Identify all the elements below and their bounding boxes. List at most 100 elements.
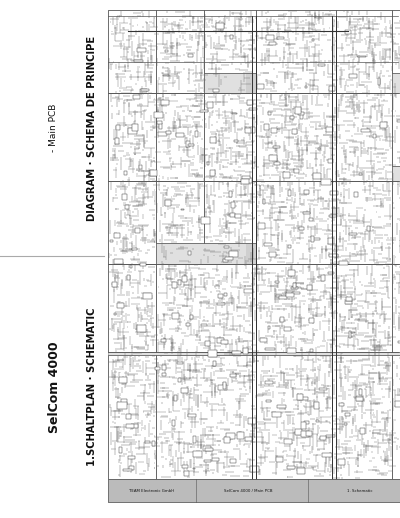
Bar bbox=[213, 89, 219, 92]
Bar bbox=[154, 112, 163, 118]
Bar bbox=[272, 412, 281, 417]
Bar bbox=[256, 93, 336, 181]
Bar bbox=[108, 10, 400, 502]
Bar bbox=[380, 122, 387, 127]
Bar bbox=[361, 130, 370, 132]
Bar bbox=[114, 233, 120, 238]
Text: 1. Schematic: 1. Schematic bbox=[347, 489, 373, 493]
Bar bbox=[392, 355, 400, 479]
Bar bbox=[172, 420, 175, 426]
Bar bbox=[188, 414, 196, 417]
Bar bbox=[224, 293, 227, 296]
Bar bbox=[182, 276, 187, 282]
Bar bbox=[338, 404, 344, 406]
Bar bbox=[124, 171, 127, 175]
Bar bbox=[230, 373, 236, 377]
Bar bbox=[132, 124, 138, 131]
Text: 1.SCHALTPLAN · SCHEMATIC: 1.SCHALTPLAN · SCHEMATIC bbox=[87, 308, 97, 466]
Bar bbox=[349, 233, 358, 235]
Bar bbox=[200, 109, 208, 112]
Bar bbox=[114, 313, 116, 315]
Bar bbox=[158, 132, 167, 136]
Bar bbox=[112, 282, 117, 287]
Bar bbox=[373, 134, 376, 138]
Bar bbox=[134, 60, 142, 62]
Bar bbox=[339, 261, 348, 265]
Bar bbox=[218, 294, 224, 298]
Bar bbox=[117, 303, 124, 308]
Bar bbox=[140, 90, 147, 92]
Bar bbox=[258, 223, 264, 228]
Bar bbox=[123, 469, 132, 471]
Bar bbox=[359, 388, 362, 395]
Text: SelCom 4000: SelCom 4000 bbox=[48, 341, 60, 433]
Bar bbox=[212, 457, 218, 461]
Bar bbox=[230, 459, 236, 464]
Bar bbox=[392, 181, 400, 264]
Bar bbox=[356, 56, 366, 57]
Bar bbox=[163, 75, 169, 76]
Bar bbox=[184, 471, 188, 476]
Bar bbox=[162, 373, 166, 376]
Bar bbox=[248, 418, 256, 424]
Bar bbox=[193, 468, 196, 469]
Bar bbox=[140, 263, 146, 266]
Bar bbox=[266, 35, 274, 40]
Bar bbox=[312, 39, 314, 41]
Bar bbox=[126, 414, 131, 419]
Bar bbox=[271, 127, 276, 133]
Bar bbox=[293, 283, 296, 287]
Bar bbox=[328, 238, 334, 244]
Bar bbox=[114, 258, 123, 264]
Bar bbox=[130, 265, 132, 268]
Bar bbox=[329, 254, 338, 257]
Bar bbox=[273, 146, 280, 148]
Bar bbox=[322, 453, 332, 457]
Bar bbox=[180, 388, 188, 393]
Bar bbox=[166, 50, 168, 52]
Bar bbox=[288, 245, 291, 248]
Bar bbox=[314, 402, 319, 409]
Bar bbox=[265, 348, 275, 350]
Bar bbox=[277, 405, 286, 408]
Bar bbox=[145, 441, 150, 442]
Bar bbox=[120, 447, 122, 453]
Bar bbox=[301, 422, 306, 429]
Bar bbox=[165, 200, 171, 206]
Bar bbox=[354, 192, 358, 197]
Bar bbox=[161, 100, 169, 106]
Bar bbox=[206, 341, 210, 347]
Bar bbox=[226, 433, 236, 439]
Bar bbox=[244, 289, 253, 293]
Bar bbox=[321, 179, 330, 185]
Bar bbox=[245, 438, 252, 440]
Bar bbox=[332, 355, 392, 479]
Bar bbox=[186, 323, 190, 326]
Bar bbox=[210, 137, 216, 143]
Bar bbox=[178, 378, 181, 382]
Bar bbox=[266, 399, 271, 402]
Bar bbox=[193, 436, 196, 443]
Bar bbox=[264, 124, 269, 131]
Bar bbox=[295, 429, 302, 435]
Bar bbox=[344, 423, 347, 425]
Bar bbox=[279, 296, 288, 299]
Bar bbox=[310, 349, 313, 352]
Bar bbox=[221, 25, 223, 32]
Bar bbox=[195, 131, 198, 137]
Bar bbox=[210, 169, 215, 176]
Bar bbox=[120, 377, 127, 383]
Bar bbox=[208, 350, 217, 356]
Bar bbox=[232, 351, 241, 354]
Bar bbox=[309, 218, 313, 221]
Bar bbox=[242, 176, 250, 179]
Bar bbox=[336, 10, 392, 93]
Bar bbox=[268, 111, 271, 114]
Bar bbox=[234, 140, 238, 142]
Bar bbox=[207, 102, 213, 108]
Bar bbox=[232, 112, 237, 114]
Bar bbox=[299, 397, 308, 399]
Bar bbox=[224, 246, 228, 248]
Bar bbox=[162, 365, 166, 370]
Bar bbox=[176, 133, 184, 137]
